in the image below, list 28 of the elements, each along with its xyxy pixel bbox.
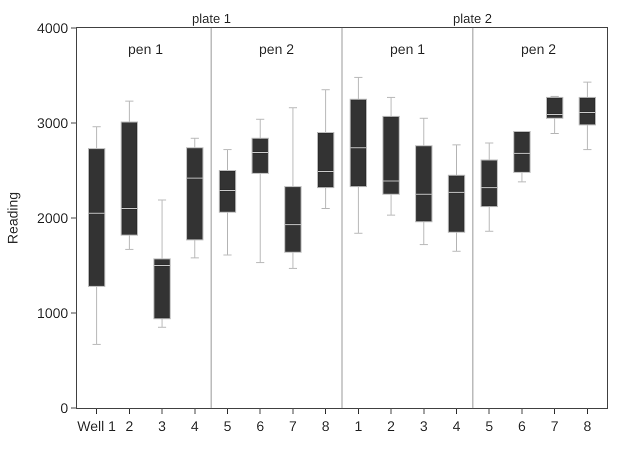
x-tick-label: 4 xyxy=(190,418,199,434)
y-tick-label: 2000 xyxy=(37,210,68,226)
x-tick-label: 2 xyxy=(387,418,396,434)
x-tick-label: 3 xyxy=(420,418,428,434)
y-tick-label: 0 xyxy=(60,400,68,416)
x-tick-label: 1 xyxy=(354,418,362,434)
y-tick-label: 4000 xyxy=(37,20,68,36)
y-tick-label: 3000 xyxy=(37,114,68,131)
annotation: pen 2 xyxy=(521,41,556,57)
y-axis-title: Reading xyxy=(4,192,21,244)
x-tick-label: 6 xyxy=(518,418,526,434)
x-tick-label: 3 xyxy=(158,418,166,434)
x-tick-label: 7 xyxy=(550,418,559,434)
x-tick-label: 4 xyxy=(452,418,461,434)
x-tick-label: Well 1 xyxy=(77,418,116,434)
x-tick-label: 5 xyxy=(485,418,494,434)
x-tick-label: 2 xyxy=(125,418,134,434)
annotation: pen 2 xyxy=(259,41,294,57)
y-tick-label: 1000 xyxy=(37,304,68,321)
x-tick-label: 6 xyxy=(256,418,264,434)
x-tick-label: 7 xyxy=(289,418,298,434)
annotation: pen 1 xyxy=(128,41,164,57)
text: plate 2 xyxy=(453,11,492,26)
x-tick-label: 8 xyxy=(322,418,330,434)
text: plate 1 xyxy=(192,11,232,26)
x-tick-label: 5 xyxy=(224,418,232,434)
x-tick-label: 8 xyxy=(583,418,592,434)
annotation: pen 1 xyxy=(390,41,426,57)
